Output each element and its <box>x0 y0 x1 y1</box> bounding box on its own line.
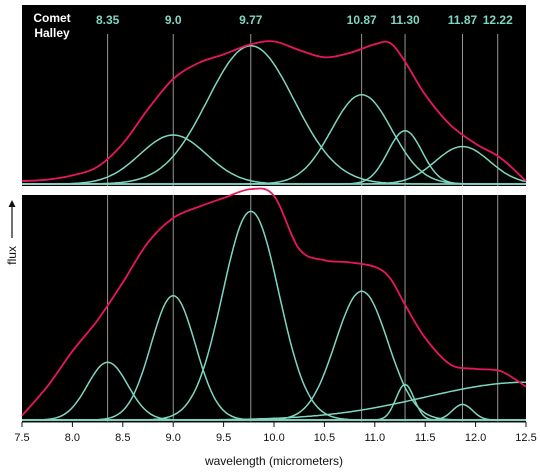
x-tick-label: 11.5 <box>415 432 436 444</box>
x-tick-label: 12.0 <box>465 432 486 444</box>
peak-label: 11.30 <box>390 13 420 27</box>
component-curves <box>22 45 527 421</box>
peak-label: 12.22 <box>483 13 513 27</box>
x-tick-label: 9.5 <box>216 432 231 444</box>
total-flux-curve <box>21 40 527 182</box>
x-tick-label: 11.0 <box>365 432 386 444</box>
y-axis-title-group: flux <box>5 200 19 265</box>
component-curve <box>22 381 526 421</box>
panel-title-line: Comet <box>33 11 70 25</box>
x-tick-label: 8.0 <box>65 432 80 444</box>
panel-title-line: Halley <box>34 26 70 40</box>
y-axis-arrow-head <box>8 200 16 207</box>
panel-bottom-background <box>22 195 526 422</box>
x-tick-label: 10.5 <box>314 432 335 444</box>
total-flux-curve <box>21 187 527 417</box>
panel-top-background <box>22 5 526 186</box>
x-tick-label: 10.0 <box>263 432 284 444</box>
x-tick-label: 9.0 <box>166 432 181 444</box>
peak-label: 9.77 <box>239 13 263 27</box>
x-axis-ticks: 7.5 8.0 8.5 9.0 9.5 10.0 10.5 11.0 11.5 12.0 12.5 <box>14 422 537 444</box>
x-tick-label: 7.5 <box>14 432 29 444</box>
peak-label: 10.87 <box>347 13 377 27</box>
y-axis-title: flux <box>5 246 19 265</box>
peak-labels: 8.35 9.0 9.77 10.87 11.30 11.87 12.22 <box>96 13 513 27</box>
total-flux-curves <box>21 40 527 417</box>
x-axis-title: wavelength (micrometers) <box>204 454 343 468</box>
peak-label: 8.35 <box>96 13 120 27</box>
x-tick-label: 8.5 <box>115 432 130 444</box>
x-tick-label: 12.5 <box>515 432 536 444</box>
component-curve <box>22 145 527 185</box>
peak-label: 9.0 <box>165 13 182 27</box>
peak-label: 11.87 <box>448 13 478 27</box>
